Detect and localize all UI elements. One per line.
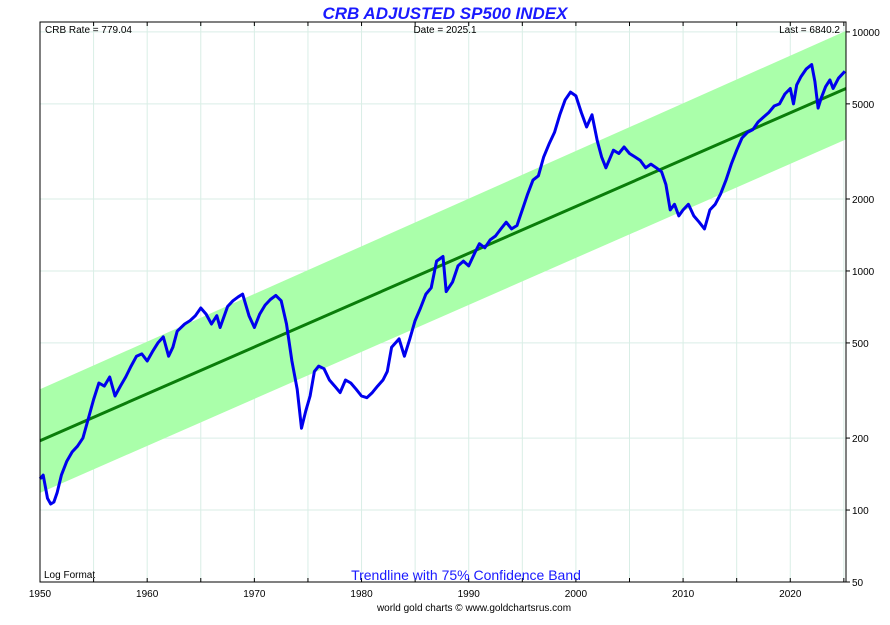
y-tick-label: 5000 (852, 100, 875, 111)
y-tick-label: 200 (852, 434, 869, 445)
log-format-label: Log Format (44, 570, 95, 581)
x-tick-label: 1980 (350, 589, 373, 600)
x-tick-label: 2010 (672, 589, 695, 600)
date-readout: Date = 2025.1 (413, 25, 477, 36)
y-tick-label: 10000 (852, 28, 880, 39)
x-tick-label: 2000 (565, 589, 588, 600)
last-value-readout: Last = 6840.2 (779, 25, 840, 36)
chart-title: CRB ADJUSTED SP500 INDEX (323, 4, 570, 23)
x-tick-label: 1950 (29, 589, 52, 600)
crb-rate-readout: CRB Rate = 779.04 (45, 25, 132, 36)
x-tick-label: 1990 (458, 589, 481, 600)
y-tick-label: 100 (852, 506, 869, 517)
y-tick-label: 500 (852, 339, 869, 350)
y-axis-ticks: 10000 5000 2000 1000 500 200 100 50 (846, 28, 880, 589)
index-series (38, 63, 846, 506)
grid-lines (39, 22, 846, 583)
plot-frame (39, 21, 847, 583)
band-legend-label: Trendline with 75% Confidence Band (351, 567, 581, 583)
y-tick-label: 2000 (852, 195, 875, 206)
index-line (38, 63, 846, 506)
x-tick-label: 1960 (136, 589, 159, 600)
x-tick-label: 1970 (243, 589, 266, 600)
x-tick-label: 2020 (779, 589, 802, 600)
y-tick-label: 50 (852, 578, 864, 589)
y-tick-label: 1000 (852, 267, 875, 278)
x-axis-ticks: 1950 1960 1970 1980 1990 2000 2010 2020 (29, 22, 845, 600)
source-credit: world gold charts © www.goldchartsrus.co… (376, 603, 571, 614)
